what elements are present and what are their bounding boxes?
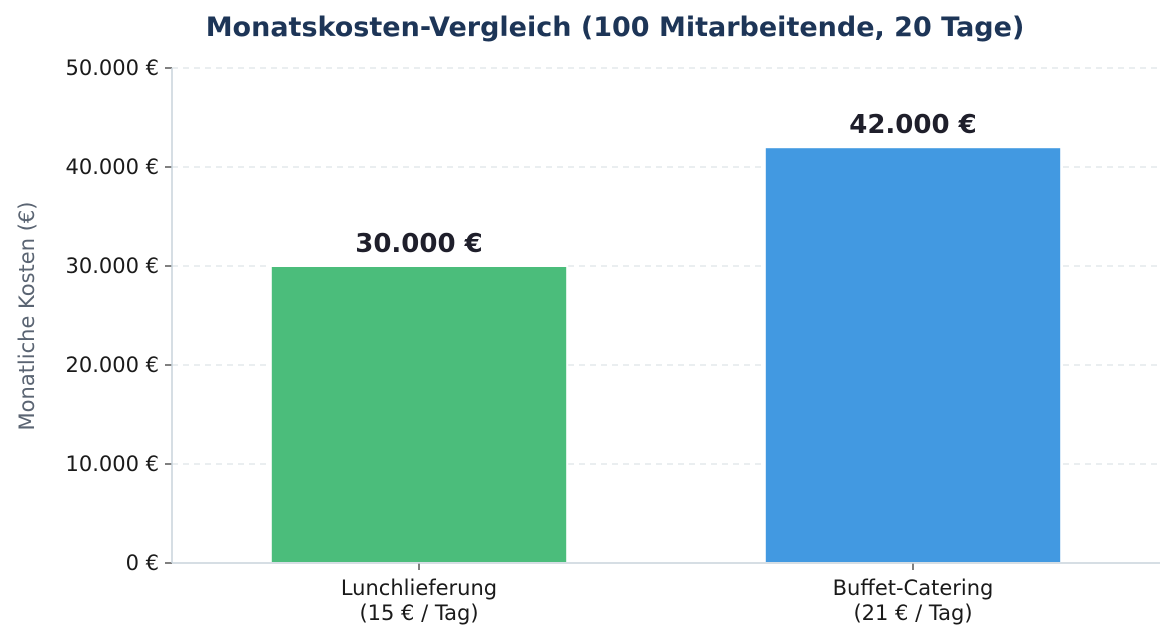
y-tick-label: 10.000 € — [65, 452, 159, 476]
data-label: 30.000 € — [355, 229, 482, 259]
y-tick-label: 50.000 € — [65, 56, 159, 80]
bars — [269, 146, 1063, 564]
labels: 0 € 10.000 € 20.000 € 30.000 € 40.000 € 50.00… — [65, 56, 993, 625]
x-tick-label: (21 € / Tag) — [853, 601, 972, 625]
bar-1 — [269, 265, 569, 564]
y-tick-label: 30.000 € — [65, 254, 159, 278]
x-tick-label: Lunchlieferung — [341, 576, 497, 600]
axes — [165, 67, 1160, 570]
data-label: 42.000 € — [849, 110, 976, 140]
bar-2 — [763, 146, 1063, 564]
y-tick-label: 0 € — [126, 551, 159, 575]
chart-title: Monatskosten-Vergleich (100 Mitarbeitend… — [206, 12, 1025, 43]
x-tick-label: (15 € / Tag) — [359, 601, 478, 625]
y-axis-label: Monatliche Kosten (€) — [15, 202, 39, 431]
x-tick-label: Buffet-Catering — [833, 576, 994, 600]
y-tick-label: 20.000 € — [65, 353, 159, 377]
y-tick-label: 40.000 € — [65, 155, 159, 179]
